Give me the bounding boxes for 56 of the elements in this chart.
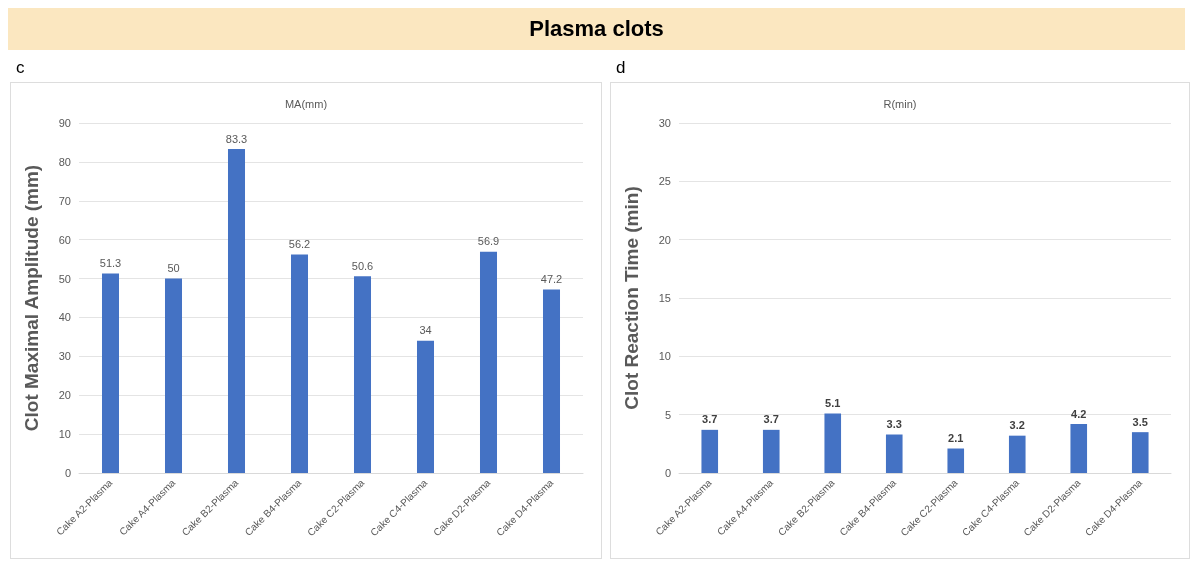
data-label: 3.3 — [886, 418, 902, 430]
bar — [102, 273, 120, 473]
data-label: 56.2 — [288, 237, 311, 250]
y-tick-label: 20 — [58, 389, 71, 402]
bar — [480, 251, 498, 473]
data-label: 4.2 — [1071, 407, 1087, 420]
data-label: 56.9 — [477, 235, 500, 248]
y-tick-label: 80 — [58, 155, 71, 168]
y-tick-label: 0 — [64, 467, 71, 479]
data-label: 3.2 — [1009, 419, 1025, 432]
data-label: 50 — [167, 262, 180, 275]
y-tick-label: 90 — [58, 117, 71, 129]
text: Plasma clots — [8, 8, 1185, 50]
bar — [354, 276, 372, 473]
y-tick-label: 20 — [658, 233, 671, 246]
bar — [885, 434, 903, 473]
y-tick-label: 70 — [58, 194, 71, 207]
data-label: 51.3 — [99, 257, 122, 269]
y-tick-label: 50 — [58, 272, 71, 285]
data-label: 47.2 — [540, 272, 563, 285]
y-tick-label: 30 — [658, 117, 671, 129]
y-tick-label: 60 — [58, 233, 71, 246]
bar — [543, 289, 561, 473]
y-axis-title: Clot Maximal Amplitude (mm) — [21, 164, 42, 432]
y-axis-title: Clot Reaction Time (min) — [621, 186, 642, 410]
bar — [1070, 424, 1088, 473]
bar — [291, 254, 309, 473]
chart-title: MA(mm) — [284, 97, 328, 110]
bar — [947, 448, 965, 473]
bar — [417, 340, 435, 473]
chart-title: R(min) — [883, 97, 917, 110]
bar — [701, 429, 719, 473]
y-tick-label: 40 — [58, 311, 71, 324]
bar — [228, 149, 246, 473]
data-label: 83.3 — [225, 132, 248, 145]
data-label: 3.7 — [763, 413, 779, 426]
y-tick-label: 30 — [58, 350, 71, 363]
data-label: 50.6 — [351, 259, 374, 272]
bar — [824, 413, 842, 473]
bar — [1131, 432, 1149, 473]
text: d — [616, 58, 626, 78]
y-tick-label: 10 — [658, 350, 671, 363]
data-label: 34 — [419, 324, 432, 337]
bar — [762, 429, 780, 473]
bar — [165, 278, 183, 473]
bar — [1008, 435, 1026, 473]
data-label: 2.1 — [948, 432, 964, 444]
data-label: 3.7 — [702, 413, 718, 426]
y-tick-label: 5 — [664, 408, 671, 421]
y-tick-label: 15 — [658, 292, 671, 304]
y-tick-label: 0 — [664, 467, 671, 479]
data-label: 5.1 — [825, 397, 841, 409]
data-label: 3.5 — [1132, 415, 1148, 428]
y-tick-label: 10 — [58, 428, 71, 441]
y-tick-label: 25 — [658, 175, 671, 188]
text: c — [16, 58, 25, 78]
